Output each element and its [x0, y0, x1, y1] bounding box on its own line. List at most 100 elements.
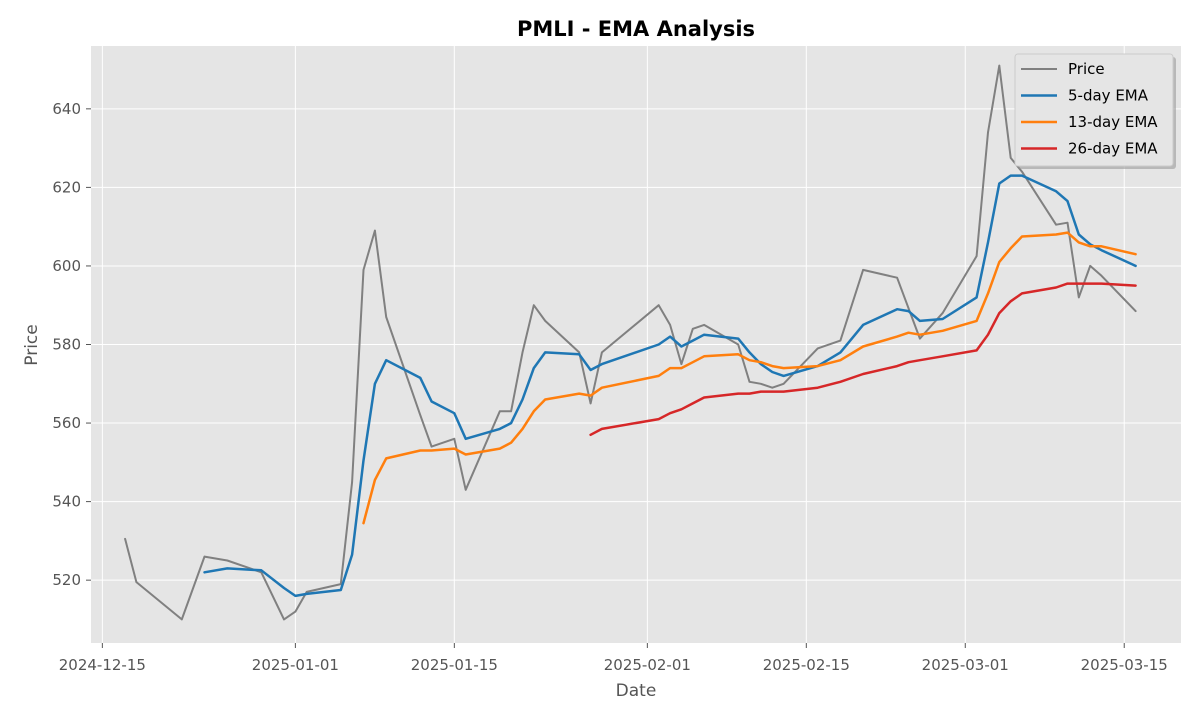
data-point: [510, 441, 512, 444]
data-point: [941, 312, 944, 314]
data-point: [294, 595, 297, 597]
data-point: [226, 559, 229, 562]
data-point: [362, 269, 365, 271]
data-point: [1066, 231, 1069, 234]
data-point: [203, 555, 206, 558]
y-tick-label: 620: [52, 178, 81, 196]
data-point: [521, 351, 524, 354]
data-point: [975, 349, 978, 352]
data-point: [283, 618, 285, 621]
data-point: [771, 371, 774, 373]
data-point: [692, 402, 694, 405]
data-point: [1009, 174, 1012, 177]
data-point: [987, 241, 989, 244]
data-point: [987, 131, 989, 134]
data-point: [760, 390, 762, 393]
data-point: [907, 310, 910, 312]
data-point: [374, 479, 376, 481]
data-point: [1089, 282, 1091, 285]
data-point: [941, 355, 944, 358]
data-point: [1055, 190, 1057, 193]
data-point: [771, 390, 774, 393]
data-point: [703, 396, 705, 399]
data-point: [601, 351, 603, 354]
data-point: [816, 365, 819, 367]
data-point: [657, 343, 660, 346]
data-point: [987, 333, 989, 336]
data-point: [1100, 249, 1103, 251]
data-point: [260, 569, 263, 572]
data-point: [1078, 233, 1080, 236]
x-tick-label: 2025-01-01: [252, 656, 339, 674]
data-point: [703, 333, 705, 336]
data-point: [430, 400, 433, 403]
data-point: [816, 386, 819, 389]
data-point: [1066, 200, 1069, 202]
data-point: [782, 383, 785, 385]
data-point: [589, 394, 592, 397]
data-point: [499, 410, 501, 413]
data-point: [782, 390, 785, 393]
data-point: [374, 383, 376, 385]
data-point: [385, 359, 388, 362]
data-point: [453, 447, 456, 450]
data-point: [1066, 282, 1069, 285]
data-point: [896, 276, 898, 279]
data-point: [510, 410, 512, 413]
data-point: [1055, 233, 1057, 236]
data-point: [657, 375, 660, 377]
data-point: [464, 438, 467, 440]
data-point: [1078, 241, 1080, 244]
y-tick-label: 520: [52, 571, 81, 589]
data-point: [351, 553, 353, 556]
data-point: [362, 522, 365, 524]
data-point: [601, 428, 603, 430]
x-tick-label: 2025-03-15: [1081, 656, 1168, 674]
data-point: [1134, 284, 1137, 287]
data-point: [226, 567, 229, 570]
data-point: [657, 418, 660, 420]
data-point: [589, 369, 592, 371]
data-point: [919, 333, 921, 336]
legend-label: Price: [1068, 60, 1105, 78]
data-point: [1055, 223, 1057, 226]
data-point: [385, 316, 388, 318]
data-point: [340, 589, 342, 591]
data-point: [669, 367, 671, 369]
data-point: [294, 610, 297, 613]
data-point: [703, 324, 705, 326]
x-tick-label: 2025-02-15: [763, 656, 850, 674]
data-point: [737, 337, 739, 340]
data-point: [533, 367, 535, 369]
chart-title: PMLI - EMA Analysis: [517, 17, 755, 41]
data-point: [896, 308, 898, 311]
series-group: [124, 64, 1137, 621]
data-point: [305, 591, 308, 593]
data-point: [680, 345, 683, 348]
data-point: [1089, 265, 1091, 267]
data-point: [578, 392, 580, 395]
data-point: [998, 64, 1001, 67]
data-point: [1100, 282, 1103, 285]
data-point: [601, 386, 603, 389]
legend-label: 13-day EMA: [1068, 113, 1158, 131]
data-point: [589, 434, 592, 436]
data-point: [839, 359, 842, 362]
y-tick-label: 580: [52, 336, 81, 354]
data-point: [283, 587, 285, 589]
data-point: [760, 363, 762, 365]
data-point: [998, 261, 1001, 263]
data-point: [1089, 243, 1091, 246]
data-point: [907, 331, 910, 334]
data-point: [453, 412, 456, 415]
data-point: [771, 386, 774, 389]
x-tick-label: 2025-03-01: [922, 656, 1009, 674]
data-point: [748, 381, 751, 383]
data-point: [907, 361, 910, 364]
data-point: [419, 449, 422, 452]
data-point: [703, 355, 705, 358]
data-point: [862, 269, 864, 271]
data-point: [680, 367, 683, 369]
data-point: [692, 339, 694, 342]
